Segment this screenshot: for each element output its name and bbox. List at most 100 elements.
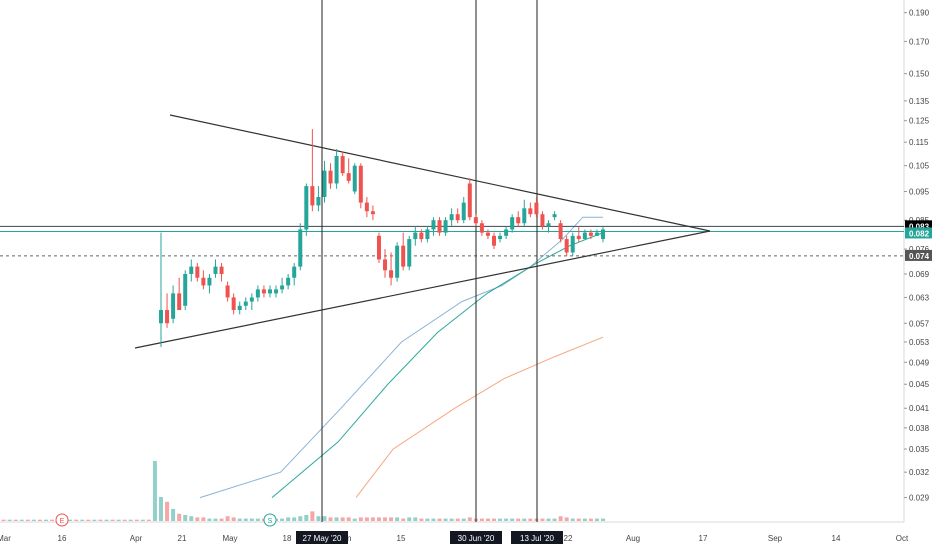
- volume-bar: [485, 518, 490, 521]
- y-tick-label: 0.029: [909, 494, 930, 503]
- volume-bar: [455, 518, 460, 521]
- candle-body: [540, 214, 545, 227]
- y-tick-label: 0.035: [909, 445, 930, 454]
- candle-body: [267, 289, 272, 294]
- volume-bar: [207, 518, 212, 521]
- volume-bar: [116, 519, 121, 521]
- volume-bar: [159, 497, 163, 521]
- volume-bar: [249, 518, 254, 521]
- candle-body: [437, 220, 442, 233]
- candle-body: [401, 245, 406, 267]
- candle-body: [552, 214, 557, 218]
- sma150-line: [355, 336, 604, 498]
- y-tick-label: 0.076: [909, 245, 930, 254]
- volume-bar: [140, 519, 145, 521]
- date-marker-label: 30 Jun '20: [458, 534, 495, 543]
- volume-bar: [92, 519, 97, 521]
- x-tick-label: 22: [564, 534, 573, 543]
- volume-bar: [558, 516, 563, 521]
- candle-body: [395, 245, 400, 278]
- sma20-line: [199, 216, 603, 499]
- y-tick-label: 0.135: [909, 97, 930, 106]
- volume-bar: [201, 517, 206, 521]
- candle-body: [213, 266, 218, 274]
- candle-body: [504, 229, 509, 236]
- volume-bar: [479, 518, 484, 521]
- volume-bar: [1, 519, 6, 521]
- price-label-bg: [905, 249, 932, 261]
- volume-bar: [461, 518, 466, 521]
- volume-bar: [237, 518, 242, 521]
- volume-bar: [516, 518, 521, 521]
- candle-body: [316, 196, 321, 206]
- candle-body: [237, 305, 242, 311]
- volume-bar: [104, 519, 109, 521]
- volume-bar: [165, 501, 170, 521]
- volume-bar: [522, 518, 527, 521]
- y-tick-label: 0.049: [909, 358, 930, 367]
- lower-trendline: [134, 230, 711, 349]
- candle-body: [352, 165, 357, 192]
- candle-body: [370, 211, 375, 215]
- volume-bar: [322, 516, 327, 521]
- candle-body: [219, 266, 224, 274]
- volume-bar: [195, 517, 200, 521]
- volume-bar: [74, 519, 79, 521]
- y-tick-label: 0.125: [909, 117, 930, 126]
- x-tick-label: 17: [699, 534, 708, 543]
- candle-body: [558, 223, 563, 240]
- volume-bar: [443, 518, 448, 521]
- y-tick-label: 0.095: [909, 187, 930, 196]
- volume-bar: [504, 518, 509, 521]
- candle-body: [431, 220, 436, 230]
- volume-bar: [7, 519, 12, 521]
- candle-body: [207, 277, 212, 286]
- price-label-bg: [905, 227, 932, 239]
- volume-bar: [19, 519, 24, 521]
- volume-bar: [280, 518, 285, 521]
- volume-bar: [80, 519, 85, 521]
- candle-body: [455, 214, 460, 221]
- candle-body: [249, 297, 254, 302]
- volume-bar: [13, 519, 18, 521]
- y-tick-label: 0.045: [909, 380, 930, 389]
- price-label: 0.082: [905, 227, 932, 239]
- volume-bar: [498, 518, 503, 521]
- volume-bar: [177, 513, 182, 521]
- x-tick-label: May: [222, 534, 237, 543]
- candle-body: [304, 186, 309, 230]
- volume-bar: [576, 518, 581, 521]
- volume-bar: [383, 517, 388, 521]
- candle-body: [467, 183, 472, 218]
- volume-bar: [358, 517, 363, 521]
- candle-body: [492, 235, 497, 246]
- y-tick-label: 0.115: [909, 138, 929, 147]
- candle-body: [425, 229, 430, 240]
- volume-bar: [334, 517, 339, 521]
- y-tick-label: 0.190: [909, 9, 930, 18]
- candle-body: [334, 156, 339, 184]
- volume-bar: [449, 518, 454, 521]
- date-marker-label-bg: [511, 531, 563, 544]
- volume-bar: [122, 519, 127, 521]
- candle-body: [255, 289, 260, 298]
- candle-body: [261, 289, 266, 294]
- price-label: 0.083: [905, 220, 932, 232]
- candle-body: [389, 270, 394, 278]
- volume-bar: [540, 518, 545, 521]
- volume-bar: [25, 519, 30, 521]
- volume-bar: [407, 517, 412, 521]
- x-tick-label: Oct: [896, 534, 909, 543]
- candle-body: [594, 232, 599, 236]
- candle-body: [298, 229, 303, 267]
- y-tick-label: 0.063: [909, 293, 930, 302]
- candle-body: [528, 208, 533, 215]
- y-tick-label: 0.170: [909, 37, 930, 46]
- volume-bar: [364, 517, 369, 521]
- volume-bar: [413, 517, 418, 521]
- volume-bar: [582, 518, 587, 521]
- x-tick-label: 21: [178, 534, 187, 543]
- candle-body: [225, 285, 230, 298]
